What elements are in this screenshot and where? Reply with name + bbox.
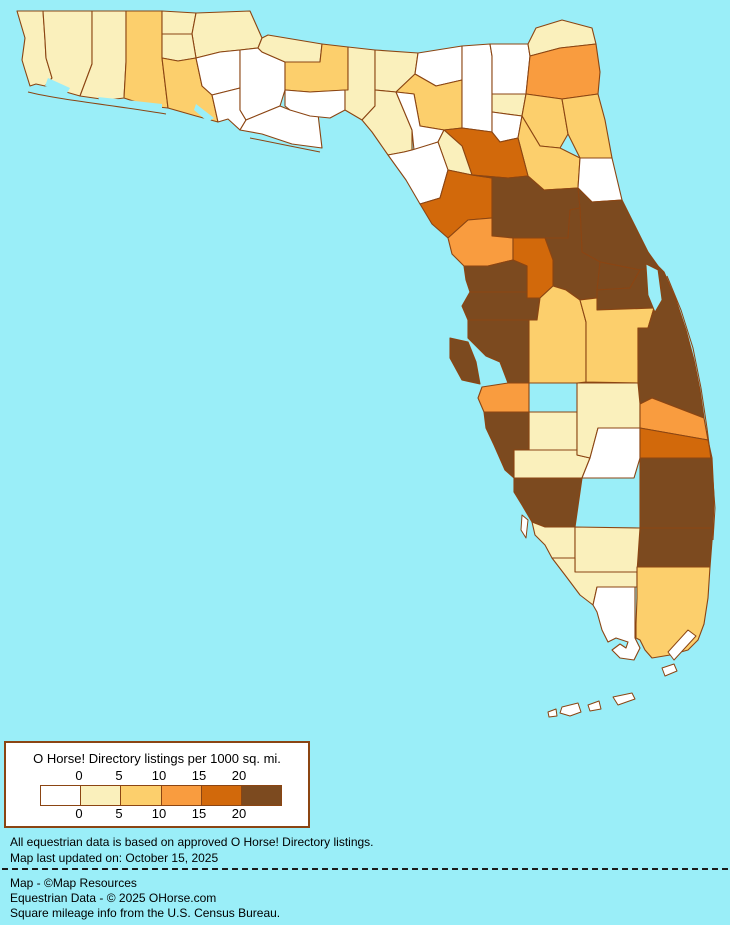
data-credit: Equestrian Data - © 2025 OHorse.com — [10, 891, 217, 905]
ramp-swatch-15-20 — [200, 785, 242, 806]
data-source-note: All equestrian data is based on approved… — [10, 835, 374, 849]
county-pinellas[interactable] — [449, 337, 481, 385]
legend-title: O Horse! Directory listings per 1000 sq.… — [33, 751, 281, 766]
county-hardee[interactable] — [528, 411, 578, 451]
tick-label: 0 — [75, 806, 83, 821]
upper-keys-island — [661, 663, 678, 677]
county-martin[interactable] — [636, 527, 714, 568]
ramp-swatch-0 — [40, 785, 82, 806]
ramp-swatch-20plus — [240, 785, 283, 806]
dashed-separator — [2, 868, 728, 870]
tick-label: 10 — [151, 806, 167, 821]
middle-keys-island — [612, 692, 636, 706]
santa-rosa-island — [27, 91, 167, 115]
key-largo-island — [667, 629, 697, 661]
tick-label: 0 — [75, 768, 83, 783]
pensacola-bay — [45, 78, 70, 95]
county-monroe[interactable] — [592, 586, 641, 661]
legend-color-ramp — [40, 785, 283, 806]
county-manatee[interactable] — [477, 382, 530, 413]
atlantic-barrier-island — [666, 275, 716, 541]
marathon-key-island — [587, 700, 602, 712]
county-wakulla[interactable] — [284, 89, 346, 119]
tick-label: 20 — [231, 768, 247, 783]
indian-river-lagoon — [645, 263, 663, 313]
counties-layer — [16, 10, 715, 661]
pine-island — [520, 514, 529, 539]
ramp-swatch-5-10 — [120, 785, 162, 806]
tick-label: 5 — [115, 768, 123, 783]
water-details-layer — [27, 78, 716, 541]
florida-keys — [520, 514, 697, 718]
legend-ticks-top: 0 5 10 15 20 — [39, 768, 280, 784]
legend-ticks-bottom: 0 5 10 15 20 — [39, 806, 280, 822]
tick-label: 10 — [151, 768, 167, 783]
ramp-swatch-0-5 — [80, 785, 122, 806]
county-washington[interactable] — [161, 33, 197, 62]
tick-label: 15 — [191, 806, 207, 821]
map-credit: Map - ©Map Resources — [10, 876, 137, 890]
county-holmes[interactable] — [161, 10, 197, 35]
st-andrew-bay — [194, 104, 214, 122]
ramp-swatch-10-15 — [160, 785, 202, 806]
tick-label: 20 — [231, 806, 247, 821]
lower-keys-island — [559, 702, 582, 717]
choctawhatchee-bay — [98, 97, 162, 110]
tick-label: 5 — [115, 806, 123, 821]
key-west-island — [547, 708, 558, 718]
county-hernando[interactable] — [463, 259, 528, 293]
county-brevard[interactable] — [637, 265, 705, 419]
county-st-lucie[interactable] — [639, 457, 715, 529]
southeast-coast-outline — [635, 566, 711, 659]
last-updated-note: Map last updated on: October 15, 2025 — [10, 851, 219, 865]
legend-box: O Horse! Directory listings per 1000 sq.… — [4, 741, 310, 828]
county-baker[interactable] — [489, 43, 531, 95]
county-jefferson[interactable] — [344, 46, 376, 121]
st-george-island — [249, 137, 321, 153]
tick-label: 15 — [191, 768, 207, 783]
census-credit: Square mileage info from the U.S. Census… — [10, 906, 281, 920]
county-walton[interactable] — [123, 10, 169, 109]
county-indian-river[interactable] — [639, 397, 709, 441]
county-hendry[interactable] — [574, 526, 641, 573]
county-franklin[interactable] — [239, 105, 323, 149]
county-palm-beach[interactable] — [637, 567, 710, 598]
county-columbia[interactable] — [461, 43, 493, 133]
county-broward[interactable] — [636, 598, 708, 624]
